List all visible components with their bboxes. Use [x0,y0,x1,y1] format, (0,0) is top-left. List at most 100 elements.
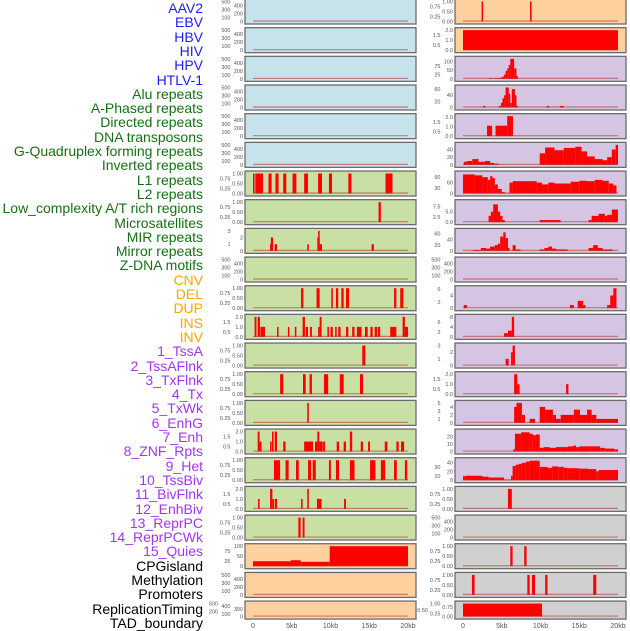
y-tick-label: 2.0 [235,315,243,321]
data-bar [260,327,265,337]
y-tick-label: 300 [221,122,230,128]
y-tick-label: 1.0 [235,440,243,446]
data-bar [475,175,483,193]
data-bar [304,442,313,452]
y-tick-label: 60 [447,181,453,187]
y-tick-label: 0.50 [417,608,428,614]
y-tick-label: 400 [234,4,243,10]
track-panel: 0.000.250.500.751.00 [430,572,626,599]
data-bar [307,403,309,423]
data-bar [490,176,492,193]
y-tick-label: 0.00 [442,615,453,621]
y-tick-label: 2.0 [445,372,453,378]
data-bar [566,384,568,394]
data-bar [315,442,317,452]
data-bar [324,374,328,394]
data-bar [593,575,596,595]
track-panel: 0.00.51.01.52.0 [223,429,416,456]
data-bar [482,177,487,193]
data-bar [303,518,305,538]
data-bar [270,442,272,452]
track-panel: 0.000.250.500.751.00 [220,372,416,399]
data-bar [304,174,308,194]
data-bar [327,327,329,337]
y-tick-label: 0 [450,192,453,198]
y-tick-label: 0 [450,450,453,456]
data-bar [331,327,333,337]
panel-background [455,372,626,397]
y-tick-label: 0.5 [433,387,441,393]
y-tick-label: 25 [434,72,440,78]
y-tick-label: 0.50 [442,10,453,16]
y-tick-label: 1.00 [232,200,243,206]
y-tick-label: 100 [431,532,440,538]
panel-background [455,114,626,139]
y-tick-label: 0.5 [433,43,441,49]
data-bar [346,327,348,337]
data-bar [519,464,522,480]
y-tick-label: 1.00 [442,0,453,6]
panel-background [455,343,626,368]
y-tick-label: 20 [434,99,440,105]
y-tick-label: 0 [240,48,243,54]
data-bar [574,410,580,423]
y-tick-label: 100 [234,544,243,550]
y-tick-label: 60 [434,232,440,238]
y-tick-label: 0.0 [445,392,453,398]
y-tick-label: 1.00 [442,573,453,579]
data-bar [318,327,320,337]
panel-background [455,572,626,597]
data-bar [472,575,475,595]
data-bar [258,432,260,452]
data-bar [370,327,372,337]
data-bar [396,442,398,452]
data-bar [270,489,272,509]
data-bar [607,157,612,165]
data-bar [317,499,322,509]
data-bar [319,442,322,452]
panel-background [245,200,416,225]
y-tick-label: 0.25 [430,15,441,21]
x-tick-label: 20kb [400,623,415,630]
data-bar [283,442,285,452]
x-tick-label: 15kb [362,623,377,630]
y-tick-label: 10 [447,442,453,448]
y-tick-label: 0 [240,20,243,26]
y-tick-label: 50 [447,68,453,74]
y-tick-label: 100 [221,102,230,108]
y-tick-label: 500 [221,86,230,92]
y-tick-label: 4 [450,294,453,300]
track-panel: 0.000.250.500.751.00 [220,343,416,370]
y-tick-label: 1.00 [442,544,453,550]
y-tick-label: 100 [221,16,230,22]
data-bar [526,462,530,481]
y-tick-label: 0.25 [430,588,441,594]
data-bar [510,183,513,194]
y-tick-label: 1.00 [232,344,243,350]
y-tick-label: 0.75 [220,463,231,469]
y-tick-label: 3 [437,409,440,415]
y-tick-label: 0.00 [442,564,453,570]
y-tick-label: 300 [221,94,230,100]
y-tick-label: 0.0 [445,48,453,54]
data-bar [272,499,274,509]
data-bar [348,174,351,194]
data-bar [361,442,363,452]
data-bar [513,181,537,193]
data-bar [568,468,580,480]
data-bar [301,499,303,509]
y-tick-label: 0.75 [442,605,453,611]
y-tick-label: 2.5 [433,215,441,221]
data-bar [260,442,262,452]
y-tick-label: 2.0 [445,115,453,121]
data-bar [370,460,375,480]
data-bar [323,442,325,452]
data-bar [537,183,542,194]
track-panel: 0.000.250.500.751.00 [430,486,626,513]
y-tick-label: 0.00 [232,220,243,226]
